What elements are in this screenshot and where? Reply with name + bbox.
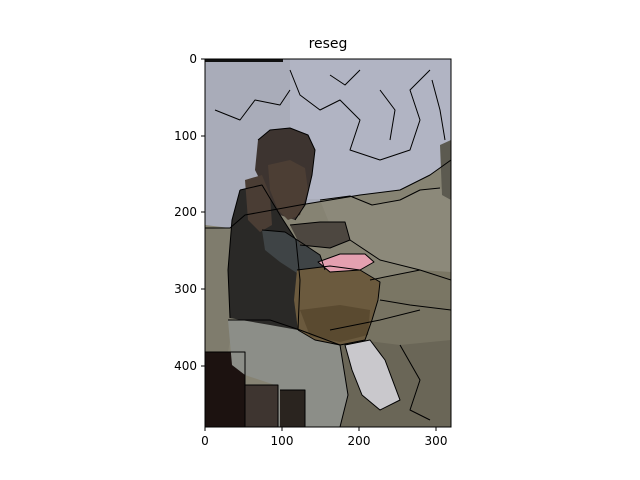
jacket-region xyxy=(228,185,300,330)
top-strip xyxy=(205,59,283,62)
cloth-white-region xyxy=(345,340,400,410)
segment-boundaries xyxy=(205,69,451,427)
image-frame xyxy=(204,58,452,428)
y-tick-label: 200 xyxy=(174,205,197,219)
leg-dark-region-2 xyxy=(280,390,305,427)
y-tick-label: 0 xyxy=(189,52,197,66)
ground-mid-region xyxy=(350,300,451,345)
x-tick-label: 0 xyxy=(201,434,209,448)
x-tick-label: 200 xyxy=(348,434,371,448)
pink-region xyxy=(318,254,374,272)
y-tick-label: 300 xyxy=(174,282,197,296)
rock-region xyxy=(320,188,451,280)
sky-region-light xyxy=(290,59,451,199)
hand-region xyxy=(245,175,272,232)
ground-left-region xyxy=(205,228,232,352)
leg-dark-region xyxy=(245,385,278,427)
x-axis: 0 100 200 300 xyxy=(201,427,447,448)
basket-dark-region xyxy=(300,305,370,342)
figure-title: reseg xyxy=(309,36,348,52)
x-tick-label: 300 xyxy=(425,434,448,448)
y-tick-label: 100 xyxy=(174,129,197,143)
sleeve-region xyxy=(262,230,325,275)
x-tick-label: 100 xyxy=(271,434,294,448)
arm-region xyxy=(290,222,350,248)
y-tick-label: 400 xyxy=(174,359,197,373)
segmentation-image xyxy=(204,58,452,428)
pants-region xyxy=(228,320,348,427)
y-axis: 0 100 200 300 400 xyxy=(174,52,205,373)
rock-dark-right xyxy=(440,140,451,200)
